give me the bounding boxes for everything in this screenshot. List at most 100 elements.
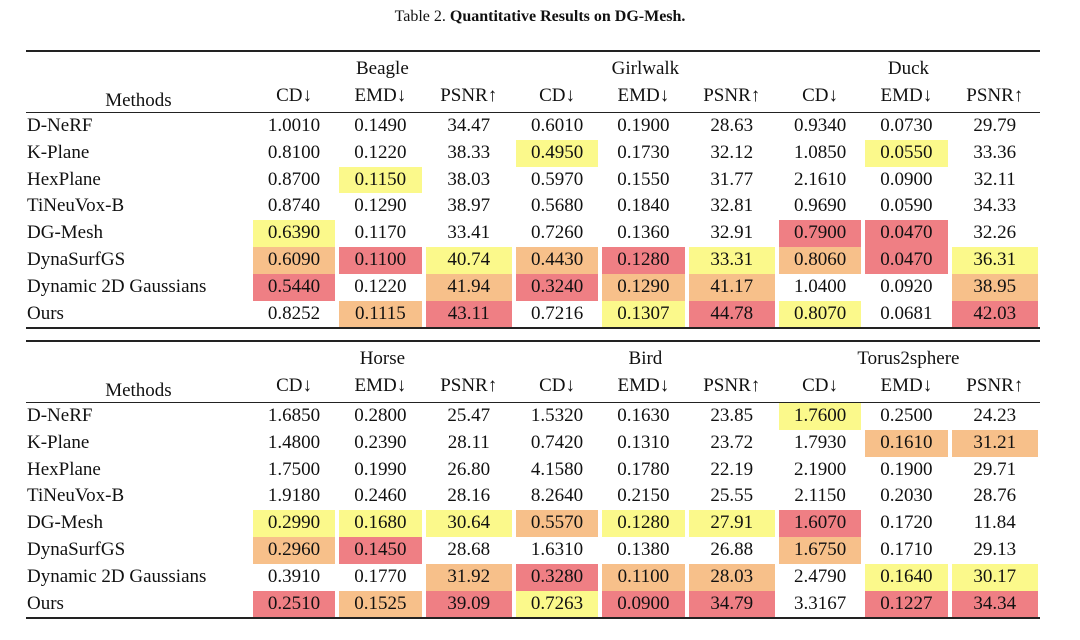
value-cell: 38.95	[950, 273, 1040, 301]
value-text: 1.9180	[267, 485, 321, 507]
value-text: 0.1900	[617, 115, 670, 136]
method-name: Dynamic 2D Gaussians	[27, 565, 207, 587]
value-text: 0.0920	[880, 275, 933, 297]
value-cell: 0.2510	[250, 590, 338, 620]
value-text: 0.1220	[354, 275, 407, 297]
value-cell: 0.1730	[600, 140, 686, 167]
value-text: 32.91	[710, 222, 754, 244]
value-text: 0.1227	[865, 590, 948, 618]
metric-header: PSNR↑	[703, 85, 761, 106]
value-cell: 0.0681	[863, 300, 950, 330]
caption-prefix: Table 2.	[394, 8, 446, 25]
value-text: 1.0010	[267, 115, 321, 136]
value-cell: 41.17	[687, 273, 777, 301]
value-text: 2.1900	[793, 458, 847, 480]
value-text: 0.0470	[865, 246, 948, 274]
value-text: 0.9690	[793, 195, 847, 217]
value-cell: 32.81	[687, 193, 777, 220]
value-cell: 0.6390	[251, 220, 337, 247]
value-text: 38.33	[447, 141, 491, 163]
value-text: 1.6070	[778, 510, 862, 537]
metric-header: EMD↓	[354, 375, 407, 396]
table-row: HexPlane 1.7500 0.1990 26.80 4.1580 0.1780 22.…	[26, 457, 1040, 484]
table-row: Dynamic 2D Gaussians 0.5440 0.1220 41.94 0.3…	[26, 273, 1040, 301]
value-text: 34.47	[447, 115, 491, 136]
value-text: 0.1680	[339, 510, 422, 537]
value-cell: 25.47	[423, 401, 514, 430]
value-cell: 31.77	[687, 167, 777, 194]
metric-header: PSNR↑	[966, 85, 1024, 106]
value-cell: 36.31	[950, 246, 1040, 274]
value-text: 0.0590	[880, 195, 933, 217]
value-text: 34.79	[688, 590, 775, 618]
value-text: 1.7500	[267, 458, 321, 480]
value-cell: 0.1770	[337, 564, 423, 591]
value-text: 0.9340	[793, 115, 847, 136]
value-cell: 0.3910	[251, 564, 337, 591]
value-cell: 34.47	[423, 111, 514, 140]
value-text: 0.0900	[602, 590, 685, 618]
method-name: HexPlane	[27, 458, 101, 480]
value-text: 0.1450	[339, 536, 422, 564]
value-cell: 26.88	[687, 537, 777, 564]
value-text: 2.1150	[794, 485, 846, 507]
value-text: 0.0681	[880, 302, 933, 324]
value-text: 0.6090	[252, 246, 336, 274]
value-text: 0.1730	[617, 141, 670, 163]
value-cell: 40.74	[424, 246, 514, 274]
table-row: DynaSurfGS 0.2960 0.1450 28.68 1.6310 0.1380 2…	[26, 536, 1040, 564]
method-name: HexPlane	[27, 168, 101, 190]
value-cell: 0.1610	[863, 429, 949, 457]
value-cell: 34.79	[686, 590, 777, 620]
group-header: Girlwalk	[513, 50, 777, 80]
value-cell: 0.0920	[863, 274, 949, 301]
value-cell: 0.1115	[337, 300, 424, 330]
value-text: 0.4430	[515, 246, 599, 274]
group-header: Bird	[513, 340, 777, 370]
value-text: 4.1580	[530, 458, 584, 480]
value-cell: 28.11	[424, 430, 514, 457]
value-text: 34.33	[973, 195, 1017, 217]
value-text: 32.81	[710, 195, 754, 217]
value-text: 0.0470	[865, 220, 948, 247]
value-cell: 2.1150	[777, 483, 863, 510]
value-text: 1.6750	[778, 536, 862, 564]
value-cell: 43.11	[423, 300, 514, 330]
value-cell: 0.1720	[863, 510, 949, 537]
value-cell: 26.80	[424, 457, 514, 484]
value-cell: 27.91	[687, 510, 777, 537]
value-text: 0.8060	[778, 246, 862, 274]
value-cell: 0.2500	[863, 401, 950, 430]
value-text: 26.80	[447, 458, 491, 480]
value-cell: 0.0590	[863, 193, 949, 220]
value-cell: 0.2390	[337, 430, 423, 457]
value-text: 3.3167	[793, 592, 847, 614]
value-text: 0.5970	[530, 168, 584, 190]
metric-header: CD↓	[802, 85, 839, 106]
value-text: 0.1280	[602, 510, 685, 537]
value-cell: 0.1490	[337, 111, 424, 140]
value-text: 0.1280	[602, 246, 685, 274]
value-text: 0.1550	[617, 168, 670, 190]
value-text: 0.0900	[880, 168, 933, 190]
value-text: 0.8700	[267, 168, 321, 190]
value-text: 0.1100	[339, 246, 422, 274]
value-text: 24.23	[973, 405, 1017, 426]
value-text: 0.2030	[880, 485, 933, 507]
value-cell: 28.63	[686, 111, 777, 140]
value-cell: 2.1900	[777, 457, 863, 484]
value-text: 0.1720	[880, 512, 933, 534]
value-cell: 3.3167	[776, 590, 864, 620]
value-text: 41.17	[688, 273, 775, 301]
value-cell: 0.1100	[600, 563, 686, 591]
value-text: 0.1640	[865, 563, 948, 591]
value-cell: 0.1640	[863, 563, 949, 591]
value-cell: 30.17	[950, 563, 1040, 591]
value-cell: 1.6750	[777, 536, 863, 564]
table-row: Dynamic 2D Gaussians 0.3910 0.1770 31.92 0.3…	[26, 563, 1040, 591]
value-cell: 1.7930	[777, 430, 863, 457]
value-cell: 0.5970	[514, 167, 600, 194]
value-text: 0.2460	[354, 485, 407, 507]
value-cell: 28.03	[687, 563, 777, 591]
value-cell: 28.16	[424, 483, 514, 510]
